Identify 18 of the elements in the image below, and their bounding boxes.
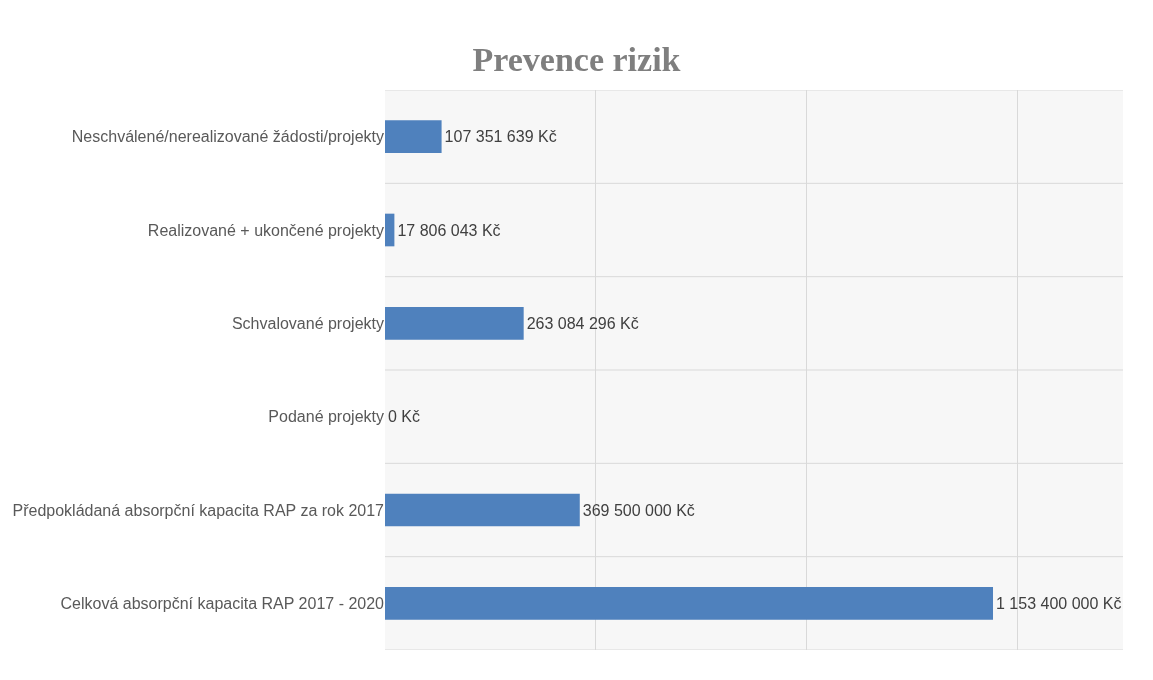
bar <box>385 213 395 247</box>
y-tick-label: Schvalované projekty <box>231 314 384 332</box>
bar <box>385 587 994 620</box>
data-label: 369 500 000 Kč <box>582 501 695 519</box>
data-label: 107 351 639 Kč <box>444 128 557 146</box>
data-label: 263 084 296 Kč <box>526 314 639 332</box>
y-tick-label: Celková absorpční kapacita RAP 2017 - 2020 <box>60 594 385 612</box>
y-tick-label: Realizované + ukončené projekty <box>147 221 384 239</box>
data-label: 0 Kč <box>388 408 421 426</box>
y-tick-label: Předpokládaná absorpční kapacita RAP za rok 2017 <box>12 501 385 519</box>
y-tick-label: Podané projekty <box>268 408 384 426</box>
bar <box>385 307 524 340</box>
bar <box>385 120 442 153</box>
bar <box>385 493 580 527</box>
chart-title: Prevence rizik <box>472 41 681 79</box>
data-label: 1 153 400 000 Kč <box>996 594 1122 612</box>
y-tick-label: Neschválené/nerealizované žádosti/projekty <box>71 128 384 146</box>
data-label: 17 806 043 Kč <box>397 221 501 239</box>
